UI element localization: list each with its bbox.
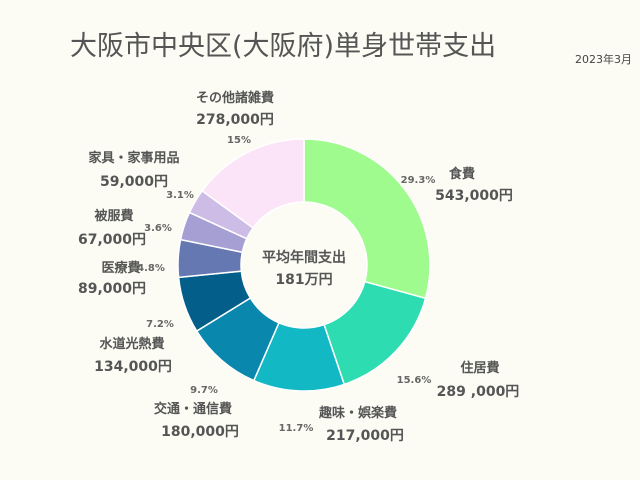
slice-value-label: 278,000円 <box>196 112 274 128</box>
slice-name-label: 住居費 <box>460 360 499 376</box>
slice-name-label: 食費 <box>449 166 475 182</box>
slice-percent-label: 9.7% <box>190 385 218 396</box>
date-label: 2023年3月 <box>575 53 632 66</box>
slice-value-label: 89,000円 <box>78 281 146 297</box>
slice-value-label: 134,000円 <box>94 359 172 375</box>
slice-name-label: 医療費 <box>101 260 140 276</box>
slice-name-label: 家具・家事用品 <box>88 150 179 166</box>
slice-percent-label: 3.6% <box>144 223 172 234</box>
slice-name-label: 交通・通信費 <box>154 401 232 417</box>
slice-value-label: 289 ,000円 <box>437 384 520 400</box>
slice-value-label: 543,000円 <box>435 188 513 204</box>
slice-percent-label: 7.2% <box>146 319 174 330</box>
slice-name-label: 被服費 <box>93 208 133 224</box>
slice-percent-label: 15.6% <box>397 375 432 386</box>
slice-name-label: 趣味・娯楽費 <box>318 405 397 421</box>
slice-percent-label: 3.1% <box>166 190 194 201</box>
slice-name-label: その他諸雑費 <box>196 90 274 106</box>
center-label-total: 181万円 <box>275 272 332 288</box>
slice-value-label: 67,000円 <box>78 232 146 248</box>
slice-value-label: 217,000円 <box>326 428 404 444</box>
slice-percent-label: 11.7% <box>279 423 314 434</box>
slice-percent-label: 4.8% <box>137 263 165 274</box>
chart-title: 大阪市中央区(大阪府)単身世帯支出 <box>70 31 497 62</box>
donut-slice <box>303 138 431 300</box>
slice-percent-label: 29.3% <box>401 175 436 186</box>
donut-slice <box>201 138 305 229</box>
slice-percent-label: 15% <box>227 135 251 146</box>
slice-value-label: 180,000円 <box>161 424 239 440</box>
slice-value-label: 59,000円 <box>100 174 168 190</box>
center-label-title: 平均年間支出 <box>262 249 346 266</box>
slice-name-label: 水道光熱費 <box>99 336 164 352</box>
